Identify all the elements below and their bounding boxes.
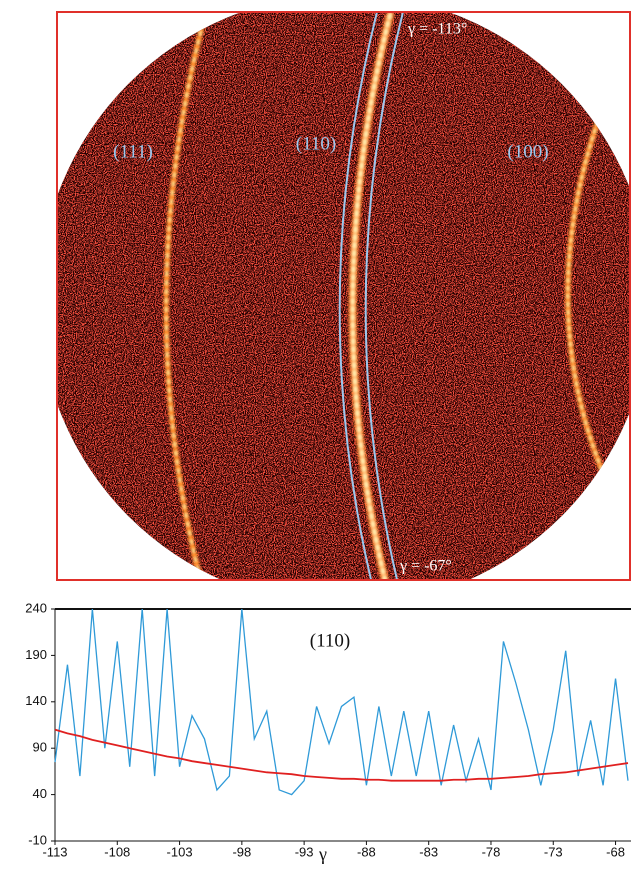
ring-label: (100) [507,141,548,162]
diffraction-image: (111) (110) (100) γ = -113° γ = -67° [57,12,631,580]
x-tick-label: -108 [104,844,130,859]
y-tick-label: -10 [28,832,47,847]
x-tick-label: -113 [42,844,67,859]
selection-box [338,12,405,580]
x-tick-label: -103 [167,844,193,859]
x-tick-label: -68 [606,844,625,859]
ring-label: (110) [296,133,336,154]
y-tick-label: 190 [25,647,47,662]
angle-label: γ = -113° [407,21,467,38]
chart-annotation: (110) [310,630,350,651]
x-tick-label: -93 [295,844,314,859]
chart: (110) γ -10 40 90 140 190 240 -113 -108 -103 -98 -… [25,600,631,864]
series-line [54,608,629,796]
ring-label: (111) [113,141,153,162]
image-frame [56,11,631,581]
x-tick-label: -78 [482,844,501,859]
y-tick-label: 40 [33,786,47,801]
angle-label: γ = -67° [399,558,452,575]
series-line [54,728,629,782]
x-tick-label: -73 [544,844,563,859]
y-tick-label: 90 [33,740,47,755]
y-tick-label: 240 [25,600,47,615]
y-tick-label: 140 [25,693,47,708]
x-tick-label: -88 [357,844,376,859]
x-tick-label: -83 [419,844,438,859]
x-axis-label: γ [318,844,327,864]
x-tick-label: -98 [232,844,251,859]
